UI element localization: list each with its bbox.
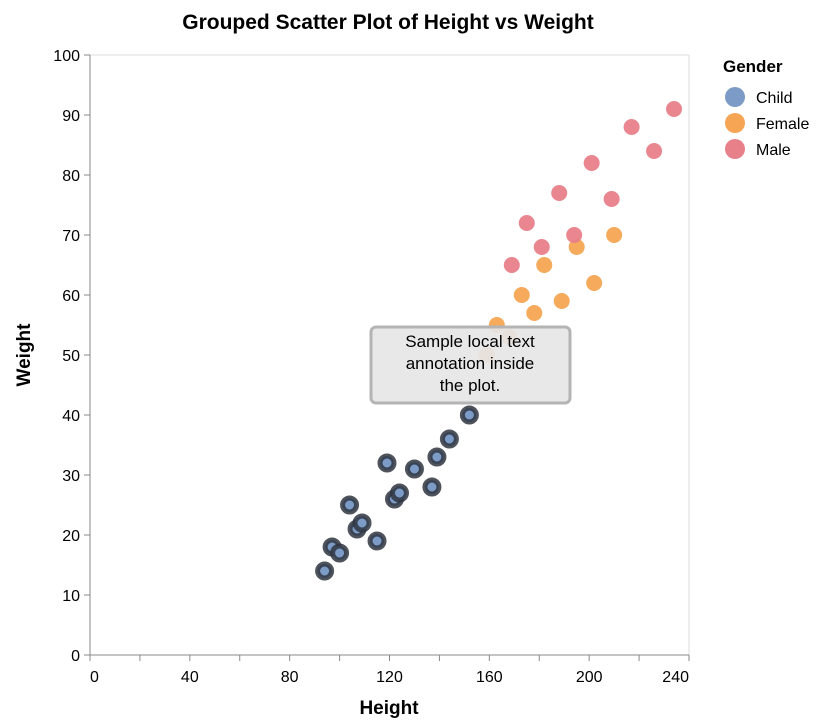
y-axis-ticks: 0 10 20 30 40 50 60 70 80 90 100 (53, 48, 90, 665)
point-male (666, 101, 683, 117)
point-male (551, 185, 568, 201)
point-female (606, 227, 623, 243)
point-male (518, 215, 535, 231)
y-tick-label: 80 (62, 168, 80, 185)
y-tick-label: 50 (62, 348, 80, 365)
point-child (377, 453, 397, 473)
legend-swatch-male (725, 139, 745, 159)
legend-swatch-child (725, 87, 745, 107)
point-child (340, 495, 360, 515)
x-tick-label: 40 (181, 669, 199, 686)
x-tick-label: 80 (281, 669, 299, 686)
y-tick-label: 70 (62, 228, 80, 245)
point-child (389, 483, 409, 503)
x-tick-label: 240 (662, 669, 689, 686)
point-child (404, 459, 424, 479)
chart-title: Grouped Scatter Plot of Height vs Weight (182, 11, 593, 34)
y-tick-label: 0 (71, 648, 80, 665)
point-male (583, 155, 600, 171)
point-child (352, 513, 372, 533)
point-male (533, 239, 550, 255)
point-male (566, 227, 583, 243)
point-child (427, 447, 447, 467)
legend-swatch-female (725, 113, 745, 133)
y-tick-label: 10 (62, 588, 80, 605)
point-female (526, 305, 543, 321)
legend-label-child: Child (756, 90, 792, 107)
point-male (503, 257, 520, 273)
y-tick-label: 30 (62, 468, 80, 485)
point-child (439, 429, 459, 449)
point-child (315, 561, 335, 581)
y-tick-label: 40 (62, 408, 80, 425)
point-female (536, 257, 553, 273)
point-female (568, 239, 585, 255)
y-tick-label: 20 (62, 528, 80, 545)
point-male (646, 143, 663, 159)
x-tick-label: 120 (376, 669, 403, 686)
point-female (513, 287, 530, 303)
legend: Gender Child Female Male (723, 57, 809, 159)
point-child (422, 477, 442, 497)
point-male (603, 191, 620, 207)
x-tick-label: 160 (476, 669, 503, 686)
data-points (315, 101, 683, 581)
point-child (367, 531, 387, 551)
annotation-box (369, 325, 572, 405)
point-female (586, 275, 603, 291)
annotation-line-1: Sample local text (405, 332, 535, 351)
point-child (459, 405, 479, 425)
x-axis-ticks: 0 40 80 120 160 200 240 (89, 655, 690, 686)
text-annotation: Sample local text annotation inside the … (369, 325, 572, 405)
legend-title: Gender (723, 57, 783, 76)
y-tick-label: 60 (62, 288, 80, 305)
x-axis-title: Height (359, 698, 419, 719)
point-child (330, 543, 350, 563)
legend-label-female: Female (756, 116, 809, 133)
legend-label-male: Male (756, 142, 791, 159)
y-axis-title: Weight (14, 323, 35, 387)
y-tick-label: 90 (62, 108, 80, 125)
y-tick-label: 100 (53, 48, 80, 65)
annotation-line-3: the plot. (440, 376, 501, 395)
x-tick-label: 0 (90, 669, 99, 686)
legend-items: Child Female Male (725, 87, 809, 159)
annotation-line-2: annotation inside (406, 354, 535, 373)
point-male (623, 119, 640, 135)
point-female (553, 293, 570, 309)
x-tick-label: 200 (576, 669, 603, 686)
